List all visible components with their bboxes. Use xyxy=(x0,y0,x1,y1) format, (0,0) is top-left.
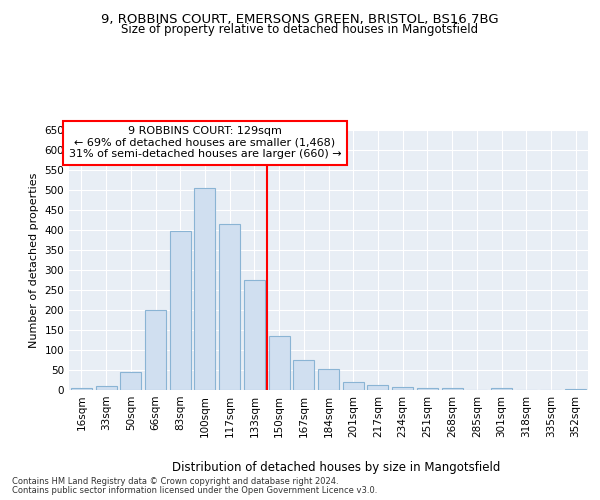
Y-axis label: Number of detached properties: Number of detached properties xyxy=(29,172,39,348)
Bar xyxy=(170,231,191,390)
Text: 9 ROBBINS COURT: 129sqm
← 69% of detached houses are smaller (1,468)
31% of semi: 9 ROBBINS COURT: 129sqm ← 69% of detache… xyxy=(68,126,341,160)
Bar xyxy=(392,387,413,390)
Bar xyxy=(442,388,463,390)
Bar xyxy=(145,310,166,390)
Bar xyxy=(293,360,314,390)
Bar xyxy=(71,388,92,390)
Bar xyxy=(219,224,240,390)
Bar xyxy=(269,336,290,390)
Bar xyxy=(491,388,512,390)
Bar xyxy=(367,385,388,390)
Bar xyxy=(417,388,438,390)
Bar xyxy=(565,389,586,390)
Text: Contains public sector information licensed under the Open Government Licence v3: Contains public sector information licen… xyxy=(12,486,377,495)
Text: 9, ROBBINS COURT, EMERSONS GREEN, BRISTOL, BS16 7BG: 9, ROBBINS COURT, EMERSONS GREEN, BRISTO… xyxy=(101,12,499,26)
Bar xyxy=(120,372,141,390)
Bar xyxy=(318,369,339,390)
Bar xyxy=(244,280,265,390)
Text: Distribution of detached houses by size in Mangotsfield: Distribution of detached houses by size … xyxy=(172,461,500,474)
Text: Size of property relative to detached houses in Mangotsfield: Size of property relative to detached ho… xyxy=(121,24,479,36)
Bar xyxy=(95,386,116,390)
Bar xyxy=(194,188,215,390)
Text: Contains HM Land Registry data © Crown copyright and database right 2024.: Contains HM Land Registry data © Crown c… xyxy=(12,477,338,486)
Bar xyxy=(343,382,364,390)
